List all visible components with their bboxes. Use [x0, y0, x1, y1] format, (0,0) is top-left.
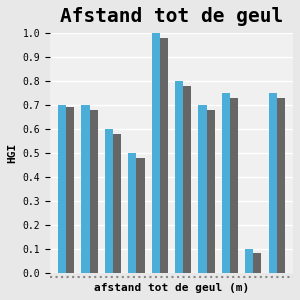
Bar: [113, 134, 121, 273]
Title: Afstand tot de geul: Afstand tot de geul: [60, 7, 283, 26]
Bar: [222, 93, 230, 273]
Bar: [81, 105, 90, 273]
Bar: [206, 110, 215, 273]
X-axis label: afstand tot de geul (m): afstand tot de geul (m): [94, 283, 249, 293]
Bar: [128, 153, 136, 273]
Bar: [198, 105, 206, 273]
Bar: [58, 105, 66, 273]
Bar: [245, 249, 253, 273]
Bar: [152, 33, 160, 273]
Bar: [136, 158, 145, 273]
Y-axis label: HGI: HGI: [7, 143, 17, 163]
Bar: [253, 254, 262, 273]
Bar: [175, 81, 183, 273]
Bar: [66, 107, 74, 273]
Bar: [160, 38, 168, 273]
Bar: [105, 129, 113, 273]
Bar: [268, 93, 277, 273]
Bar: [277, 98, 285, 273]
Bar: [90, 110, 98, 273]
Bar: [183, 86, 191, 273]
Bar: [230, 98, 238, 273]
